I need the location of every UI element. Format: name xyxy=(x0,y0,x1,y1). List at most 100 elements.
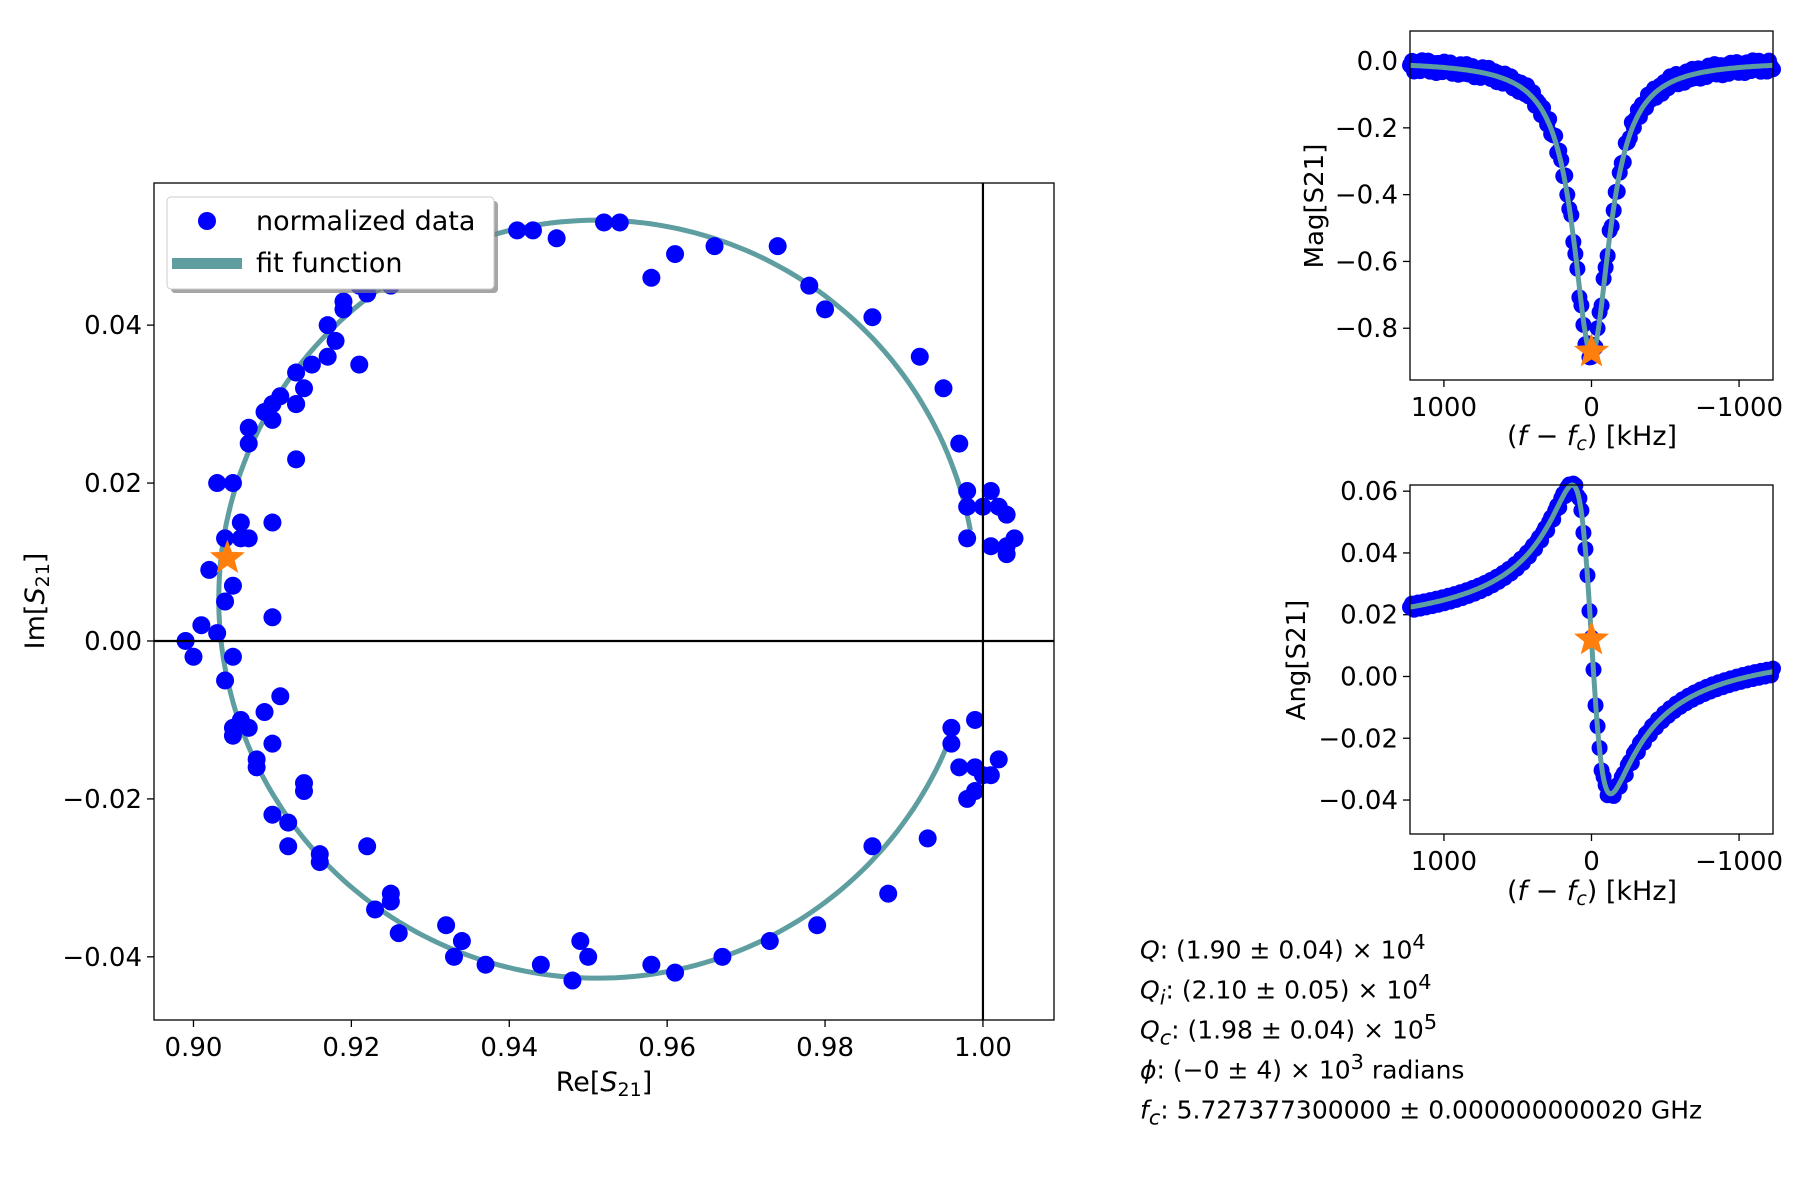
data-point xyxy=(666,245,685,264)
mag-xlabel-pre: ( xyxy=(1507,421,1518,452)
data-point xyxy=(216,529,235,548)
data-point xyxy=(579,947,598,966)
main-reference-lines xyxy=(154,183,1054,1020)
data-point xyxy=(910,347,929,366)
data-point xyxy=(958,529,977,548)
main-xtick-label: 0.92 xyxy=(322,1033,380,1063)
data-point xyxy=(239,718,258,737)
ang-xlabel-mid: − xyxy=(1527,876,1567,907)
data-point xyxy=(389,924,408,943)
ann-qi-exp: 4 xyxy=(1418,970,1432,994)
data-point xyxy=(958,481,977,500)
data-point xyxy=(239,418,258,437)
data-point xyxy=(966,710,985,729)
main-ytick-label: 0.04 xyxy=(84,311,142,341)
ann-phi-exp: 3 xyxy=(1350,1050,1364,1074)
annotation-q: Q: (1.90 ± 0.04) × 104 xyxy=(1140,922,1426,977)
ann-q-exp: 4 xyxy=(1412,930,1426,954)
annotation-qc: Qc: (1.98 ± 0.04) × 105 xyxy=(1140,1002,1437,1057)
main-ytick-label: −0.04 xyxy=(62,943,142,973)
data-point xyxy=(192,616,211,635)
mag-ytick-label: −0.2 xyxy=(1335,114,1398,144)
data-point xyxy=(239,434,258,453)
data-point xyxy=(350,355,369,374)
data-point xyxy=(208,624,227,643)
ang-xtick-label: 0 xyxy=(1583,847,1600,877)
ang-ticks: 1000 0 −1000 0.06 0.04 0.02 0.00 −0.02 −0.04 xyxy=(1318,477,1783,877)
mag-ytick-label: −0.8 xyxy=(1335,314,1398,344)
main-xlabel-sub: 21 xyxy=(618,1079,642,1101)
ang-ytick-label: −0.04 xyxy=(1318,786,1398,816)
data-point xyxy=(263,608,282,627)
data-point xyxy=(216,671,235,690)
legend-label-data: normalized data xyxy=(256,206,475,237)
data-point xyxy=(950,434,969,453)
data-point xyxy=(223,474,242,493)
data-point xyxy=(302,355,321,374)
angle-chart: 1000 0 −1000 0.06 0.04 0.02 0.00 −0.02 −0.04 Ang… xyxy=(1282,475,1783,910)
data-point xyxy=(595,213,613,232)
main-ylabel-end: ] xyxy=(20,553,51,564)
data-point xyxy=(768,237,787,256)
mag-xlabel-c: c xyxy=(1576,433,1587,455)
main-ylabel-main: Im[ xyxy=(20,605,51,650)
ann-qi-val: : (2.10 ± 0.05) × 10 xyxy=(1165,975,1419,1005)
data-point xyxy=(366,900,385,919)
mag-highlight-layer xyxy=(1573,333,1610,367)
data-point xyxy=(381,884,400,903)
data-point xyxy=(981,481,1000,500)
mag-x-axis-label: (f − fc) [kHz] xyxy=(1507,421,1677,455)
main-ylabel-sub: 21 xyxy=(32,563,54,587)
mag-fit-curve xyxy=(1410,62,1773,359)
data-point xyxy=(863,308,882,327)
ang-y-axis-label: Ang[S21] xyxy=(1282,600,1312,721)
data-point xyxy=(476,955,495,974)
ang-highlight-layer xyxy=(1573,620,1610,655)
ang-xlabel-pre: ( xyxy=(1507,876,1518,907)
data-point xyxy=(318,347,337,366)
data-point xyxy=(808,916,827,935)
ang-xlabel-c: c xyxy=(1576,888,1587,910)
ann-phi-sym: ϕ xyxy=(1140,1055,1157,1085)
main-xlabel-main: Re[ xyxy=(556,1067,601,1098)
data-point xyxy=(1005,529,1024,548)
annotation-fc: fc: 5.727377300000 ± 0.000000000020 GHz xyxy=(1140,1082,1702,1137)
ann-qi-sym: Q xyxy=(1140,975,1160,1005)
ann-phi-tail: radians xyxy=(1363,1055,1465,1085)
mag-ytick-label: 0.0 xyxy=(1357,47,1398,77)
data-point xyxy=(247,758,266,777)
data-point xyxy=(563,971,582,990)
data-point xyxy=(816,300,835,319)
data-point xyxy=(287,363,306,382)
mag-xlabel-post: ) [kHz] xyxy=(1587,421,1677,452)
ann-q-val: : (1.90 ± 0.04) × 10 xyxy=(1159,935,1413,965)
data-point xyxy=(216,592,235,611)
ang-ytick-label: 0.06 xyxy=(1340,477,1398,507)
data-point xyxy=(942,734,961,753)
data-point xyxy=(287,395,306,414)
main-highlight-layer xyxy=(209,539,245,573)
ann-phi-val: : (−0 ± 4) × 10 xyxy=(1156,1055,1351,1085)
ang-x-axis-label: (f − fc) [kHz] xyxy=(1507,876,1677,910)
main-ytick-label: 0.00 xyxy=(84,627,142,657)
main-xtick-label: 0.90 xyxy=(165,1033,223,1063)
resonance-marker xyxy=(209,539,245,573)
data-point xyxy=(452,932,471,951)
ang-xlabel-post: ) [kHz] xyxy=(1587,876,1677,907)
data-point xyxy=(547,229,566,248)
ang-ytick-label: 0.00 xyxy=(1340,662,1398,692)
ann-qc-val: : (1.98 ± 0.04) × 10 xyxy=(1171,1015,1424,1045)
data-point xyxy=(642,955,661,974)
data-point xyxy=(713,947,732,966)
data-point xyxy=(263,805,282,824)
annotation-phi: ϕ: (−0 ± 4) × 103 radians xyxy=(1140,1042,1464,1097)
data-point xyxy=(326,331,345,350)
data-point xyxy=(223,647,242,666)
main-xtick-label: 0.98 xyxy=(796,1033,854,1063)
ann-qc-sub: c xyxy=(1159,1025,1172,1050)
data-point xyxy=(295,782,313,801)
data-point xyxy=(279,837,298,856)
main-ticks: 0.90 0.92 0.94 0.96 0.98 1.00 −0.04 −0.02 0.00 0.… xyxy=(62,311,1012,1063)
main-xlabel-end: ] xyxy=(642,1067,653,1098)
data-point xyxy=(800,276,819,295)
